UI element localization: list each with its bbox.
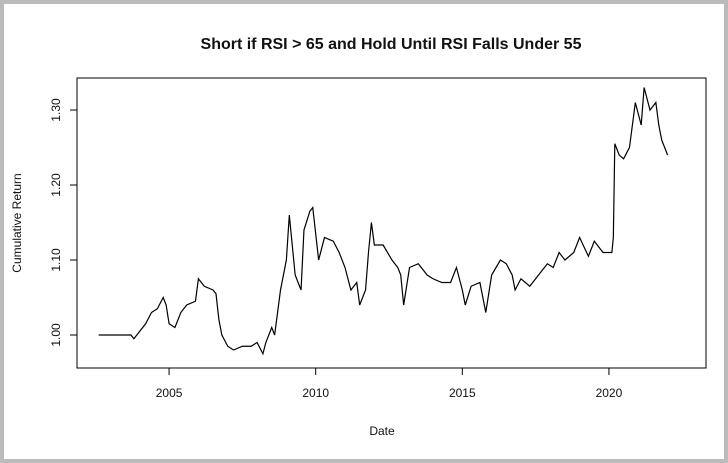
y-tick-label: 1.30	[49, 98, 63, 122]
series-line	[98, 87, 669, 356]
x-axis-label: Date	[369, 424, 395, 438]
y-tick-label: 1.10	[49, 248, 63, 272]
x-tick-label: 2015	[449, 386, 476, 400]
y-tick-label: 1.20	[49, 173, 63, 197]
y-tick-label: 1.00	[49, 323, 63, 347]
y-axis-label: Cumulative Return	[10, 173, 24, 272]
x-tick-label: 2005	[156, 386, 183, 400]
chart-title: Short if RSI > 65 and Hold Until RSI Fal…	[201, 36, 582, 53]
x-tick-label: 2020	[596, 386, 623, 400]
x-tick-label: 2010	[302, 386, 329, 400]
